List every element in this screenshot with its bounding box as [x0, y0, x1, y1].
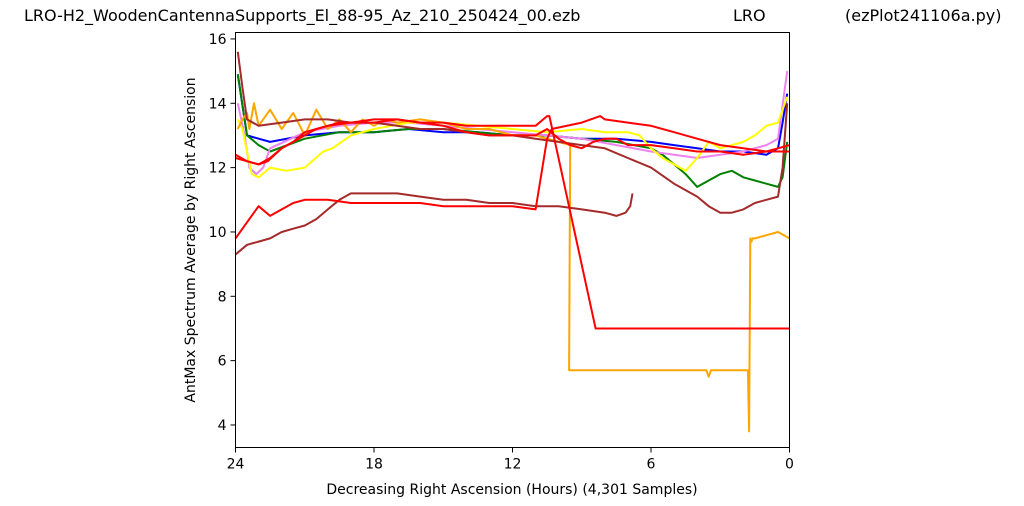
y-axis-label: AntMax Spectrum Average by Right Ascensi… — [183, 77, 199, 402]
series-line-7 — [234, 192, 634, 256]
plot-frame — [235, 32, 790, 448]
x-tick-label: 6 — [647, 457, 656, 473]
chart-script-name: (ezPlot241106a.py) — [845, 6, 1002, 25]
x-tick-label: 0 — [785, 457, 794, 473]
x-axis-ticks: 24 18 12 6 0 — [227, 447, 794, 473]
y-tick-label: 16 — [209, 32, 227, 48]
series-layer — [234, 51, 790, 433]
series-line-10 — [235, 115, 790, 330]
series-line-2 — [236, 74, 789, 188]
y-tick-label: 8 — [218, 289, 227, 305]
y-tick-label: 14 — [209, 96, 227, 112]
series-line-9 — [234, 115, 790, 239]
chart-file-name: LRO-H2_WoodenCantennaSupports_El_88-95_A… — [24, 6, 581, 25]
series-line-4 — [236, 96, 789, 179]
y-tick-label: 10 — [209, 225, 227, 241]
x-tick-label: 18 — [365, 457, 383, 473]
series-line-3 — [236, 70, 789, 176]
y-tick-label: 12 — [209, 161, 227, 177]
y-tick-label: 4 — [218, 418, 227, 434]
y-tick-label: 6 — [218, 354, 227, 370]
x-tick-label: 12 — [504, 457, 522, 473]
y-axis-ticks: 4 6 8 10 12 14 16 — [209, 32, 236, 434]
x-tick-label: 24 — [227, 457, 245, 473]
chart-site-name: LRO — [733, 6, 766, 25]
x-axis-label: Decreasing Right Ascension (Hours) (4,30… — [326, 482, 697, 498]
